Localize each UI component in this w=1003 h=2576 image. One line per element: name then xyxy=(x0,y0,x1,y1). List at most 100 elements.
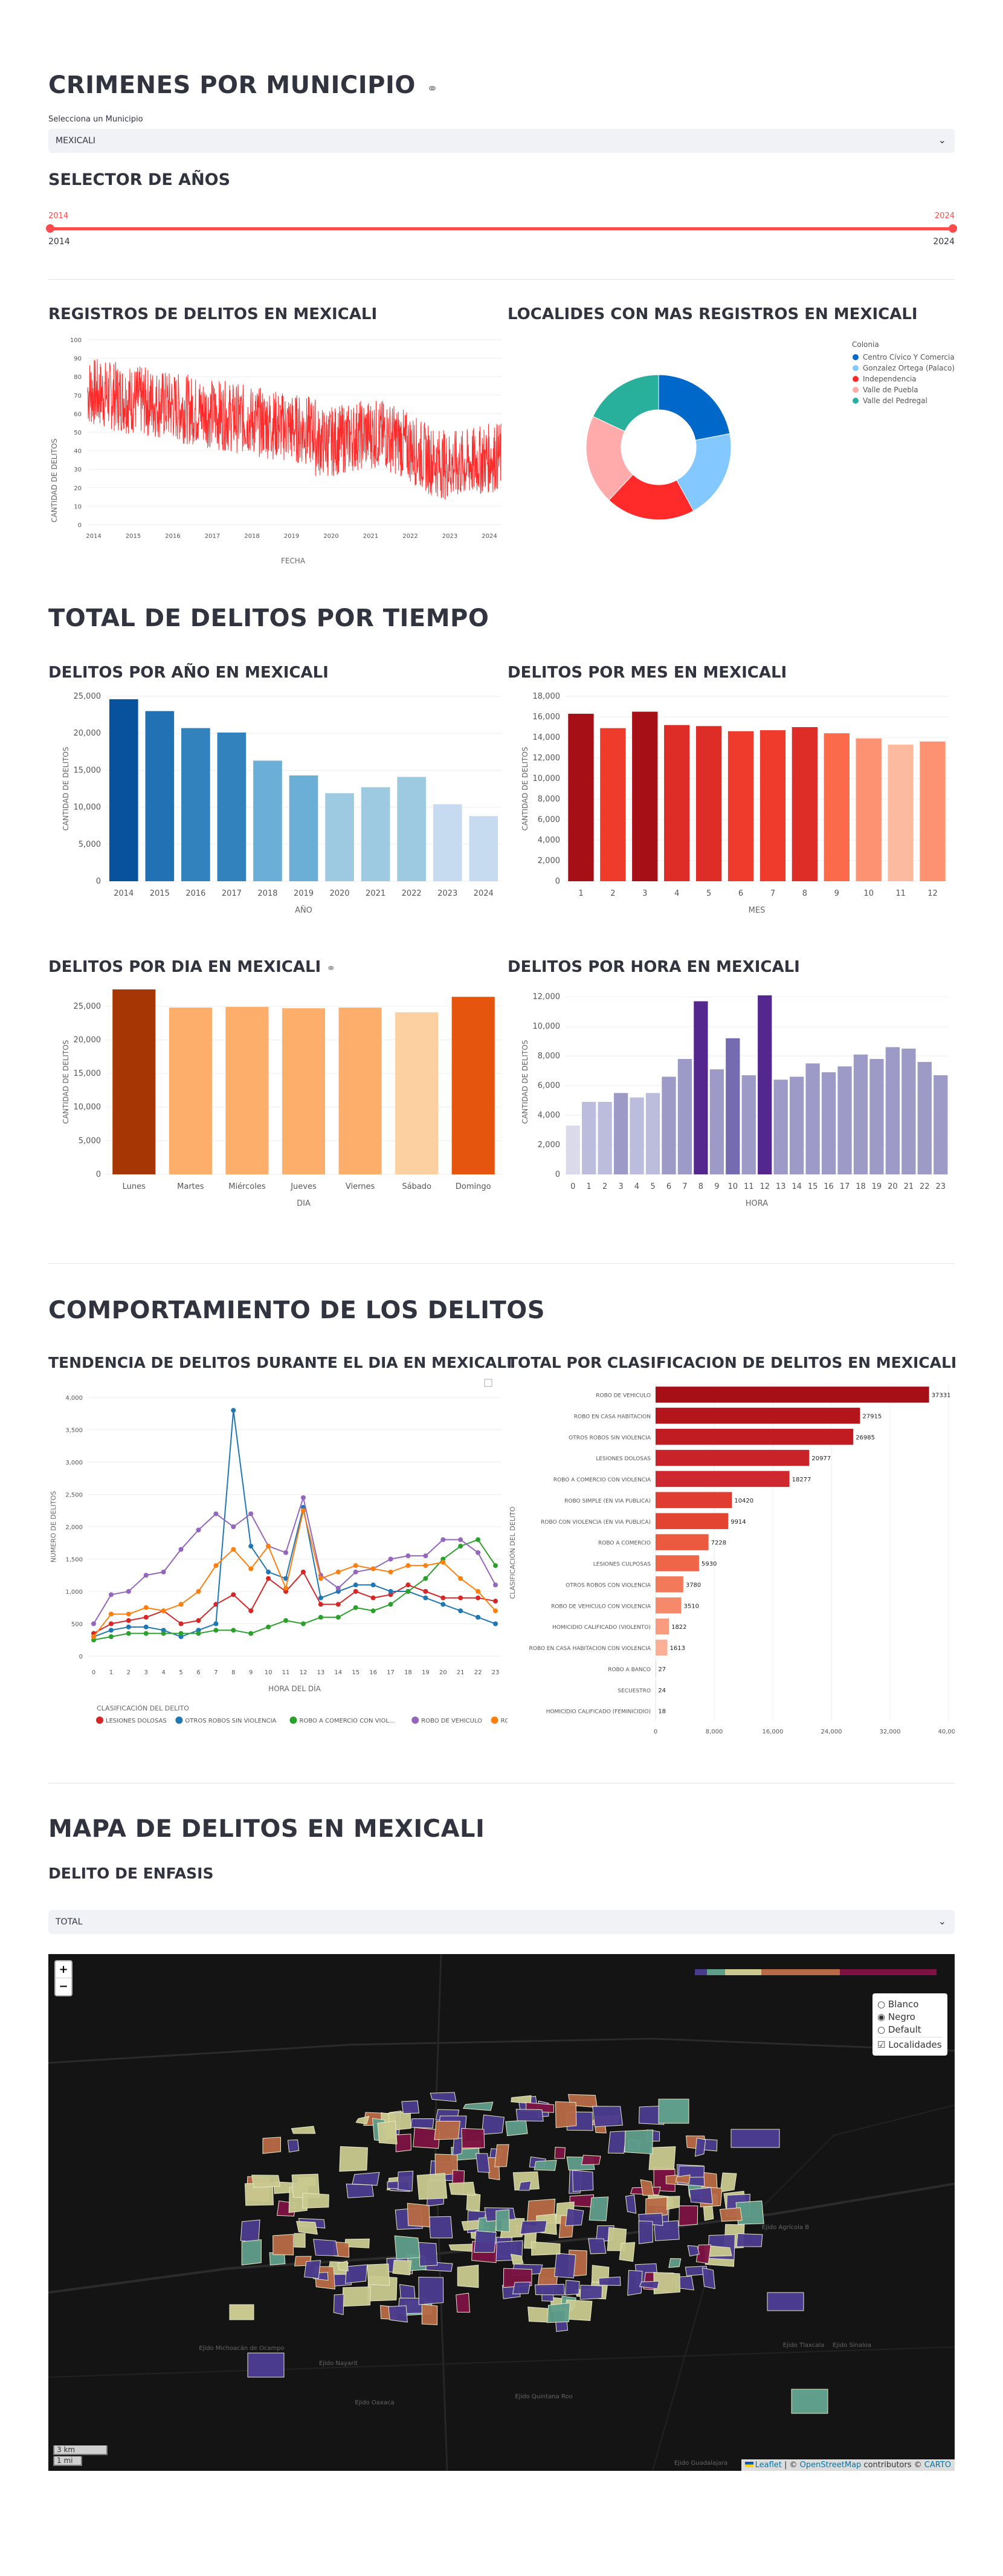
localidad-polygon[interactable] xyxy=(619,2242,636,2262)
data-point[interactable] xyxy=(108,1634,114,1639)
localidad-polygon[interactable] xyxy=(730,2129,780,2148)
localidad-polygon[interactable] xyxy=(388,2305,408,2323)
localidad-polygon[interactable] xyxy=(262,2137,282,2154)
localidad-polygon[interactable] xyxy=(510,2254,524,2265)
bar[interactable] xyxy=(225,1006,269,1174)
localidad-polygon[interactable] xyxy=(466,2192,481,2212)
bar[interactable] xyxy=(885,1047,900,1174)
bar[interactable] xyxy=(656,1492,732,1509)
donut-slice[interactable] xyxy=(585,416,634,501)
data-point[interactable] xyxy=(161,1631,166,1636)
localidad-polygon[interactable] xyxy=(675,2174,691,2184)
checkbox-icon[interactable]: ☑ xyxy=(877,2039,886,2050)
data-point[interactable] xyxy=(370,1608,376,1614)
data-point[interactable] xyxy=(370,1582,376,1588)
bar[interactable] xyxy=(856,738,882,881)
data-point[interactable] xyxy=(458,1537,463,1542)
localidad-polygon[interactable] xyxy=(607,2131,627,2154)
link-icon[interactable]: ⚭ xyxy=(427,82,439,97)
bar[interactable] xyxy=(917,1061,932,1174)
localidad-polygon[interactable] xyxy=(505,2120,528,2137)
localidad-polygon[interactable] xyxy=(625,2194,637,2214)
localidad-polygon[interactable] xyxy=(547,2302,570,2323)
localidad-polygon[interactable] xyxy=(313,2239,339,2256)
localidad-polygon[interactable] xyxy=(339,2146,368,2172)
bar[interactable] xyxy=(741,1075,756,1174)
bar[interactable] xyxy=(598,1102,612,1174)
data-point[interactable] xyxy=(161,1569,166,1574)
series-line[interactable] xyxy=(93,1539,496,1641)
localidad-polygon[interactable] xyxy=(589,2196,609,2221)
data-point[interactable] xyxy=(300,1569,306,1574)
radio-icon[interactable]: ○ xyxy=(877,2024,886,2035)
localidad-polygon[interactable] xyxy=(495,2209,510,2233)
data-point[interactable] xyxy=(283,1550,289,1555)
bar[interactable] xyxy=(709,1069,724,1174)
data-point[interactable] xyxy=(178,1602,184,1607)
radio-icon[interactable]: ○ xyxy=(877,1999,886,2010)
donut-slice[interactable] xyxy=(592,374,659,432)
bar[interactable] xyxy=(469,816,498,881)
localidad-polygon[interactable] xyxy=(476,2153,490,2173)
localidad-polygon[interactable] xyxy=(645,2196,668,2218)
bar[interactable] xyxy=(645,1093,660,1174)
localidad-polygon[interactable] xyxy=(694,2137,706,2157)
data-point[interactable] xyxy=(458,1576,463,1581)
localidad-polygon[interactable] xyxy=(448,2181,476,2196)
data-point[interactable] xyxy=(266,1624,271,1629)
localidad-polygon[interactable] xyxy=(294,2233,306,2248)
layer-option[interactable]: ○ Default xyxy=(877,2024,943,2035)
bar[interactable] xyxy=(282,1008,326,1174)
localidad-polygon[interactable] xyxy=(367,2264,390,2286)
localidad-polygon[interactable] xyxy=(534,2283,565,2296)
series-line[interactable] xyxy=(93,1495,496,1625)
data-point[interactable] xyxy=(335,1614,341,1620)
localidad-polygon[interactable] xyxy=(689,2187,713,2204)
series-line[interactable] xyxy=(93,1410,496,1637)
data-point[interactable] xyxy=(353,1569,358,1574)
localidad-polygon[interactable] xyxy=(554,2146,566,2159)
bar[interactable] xyxy=(656,1618,669,1635)
bar[interactable] xyxy=(600,728,626,881)
localidad-polygon[interactable] xyxy=(421,2303,438,2325)
slider-handle-max[interactable] xyxy=(949,224,957,233)
slider-track[interactable] xyxy=(48,227,955,230)
data-point[interactable] xyxy=(213,1563,219,1568)
localidad-polygon[interactable] xyxy=(418,2242,438,2267)
bar[interactable] xyxy=(217,732,247,881)
localidad-polygon[interactable] xyxy=(627,2270,643,2296)
localidad-polygon[interactable] xyxy=(658,2099,689,2124)
bar[interactable] xyxy=(656,1576,683,1593)
leaflet-link[interactable]: Leaflet xyxy=(755,2461,782,2470)
localidad-polygon[interactable] xyxy=(654,2220,680,2241)
data-point[interactable] xyxy=(493,1582,498,1588)
bar[interactable] xyxy=(662,1076,676,1174)
data-point[interactable] xyxy=(318,1614,323,1620)
bar[interactable] xyxy=(869,1059,884,1174)
bar[interactable] xyxy=(824,733,850,881)
data-point[interactable] xyxy=(91,1621,96,1626)
data-point[interactable] xyxy=(300,1621,306,1626)
localidad-polygon[interactable] xyxy=(474,2230,497,2253)
municipio-select[interactable]: MEXICALI ⌄ xyxy=(48,129,955,153)
localidad-polygon[interactable] xyxy=(565,2279,580,2296)
bar[interactable] xyxy=(289,775,318,881)
year-slider[interactable]: 2014 2024 2014 2024 xyxy=(46,212,957,248)
localidad-polygon[interactable] xyxy=(346,2183,374,2198)
data-point[interactable] xyxy=(493,1599,498,1604)
data-point[interactable] xyxy=(143,1605,149,1610)
series-line[interactable] xyxy=(93,1571,496,1634)
data-point[interactable] xyxy=(476,1550,481,1555)
bar[interactable] xyxy=(837,1066,852,1174)
enfasis-select[interactable]: TOTAL ⌄ xyxy=(48,1910,955,1934)
data-point[interactable] xyxy=(143,1573,149,1578)
data-point[interactable] xyxy=(126,1631,131,1636)
data-point[interactable] xyxy=(335,1585,341,1591)
bar[interactable] xyxy=(664,725,690,881)
data-point[interactable] xyxy=(231,1628,236,1633)
slider-handle-min[interactable] xyxy=(46,224,54,233)
data-point[interactable] xyxy=(231,1547,236,1552)
localidad-polygon[interactable] xyxy=(407,2202,431,2227)
localidad-polygon[interactable] xyxy=(229,2304,254,2320)
data-point[interactable] xyxy=(91,1634,96,1639)
